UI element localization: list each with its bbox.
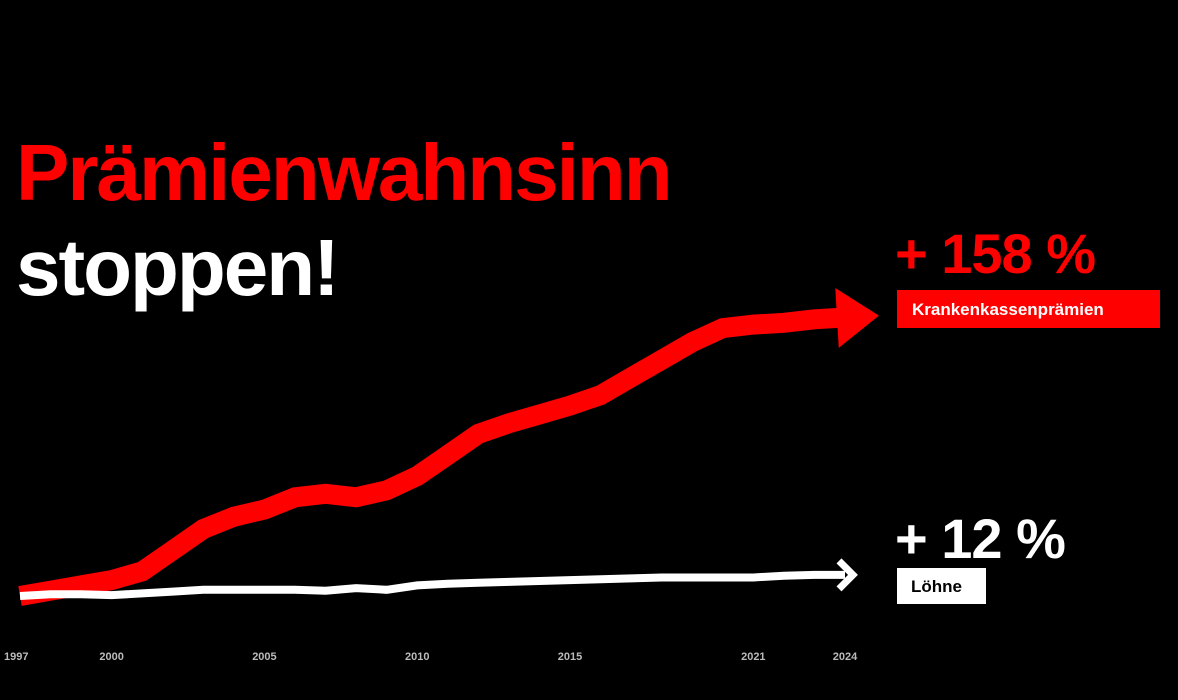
- x-tick-label: 1997: [4, 651, 28, 663]
- annotation: + 12 %: [895, 507, 1065, 570]
- annotation: + 158 %: [895, 222, 1095, 285]
- x-tick-label: 2010: [405, 651, 429, 663]
- x-tick-label: 2015: [558, 651, 582, 663]
- legend-label: Löhne: [911, 577, 962, 596]
- line: [19, 570, 845, 600]
- legend-box: [897, 290, 1160, 328]
- x-tick-label: 2000: [99, 651, 123, 663]
- chart-title: Prämienwahnsinn: [16, 128, 671, 217]
- legend-label: Krankenkassenprämien: [912, 300, 1104, 319]
- x-tick-label: 2005: [252, 651, 276, 663]
- arrow-head: [836, 558, 858, 592]
- x-tick-label: 2021: [741, 651, 765, 663]
- chart-subtitle: stoppen!: [16, 223, 338, 312]
- arrow-head: [835, 288, 879, 348]
- legend-box: [897, 568, 986, 604]
- x-tick-label: 2024: [833, 651, 858, 663]
- line: [18, 307, 846, 606]
